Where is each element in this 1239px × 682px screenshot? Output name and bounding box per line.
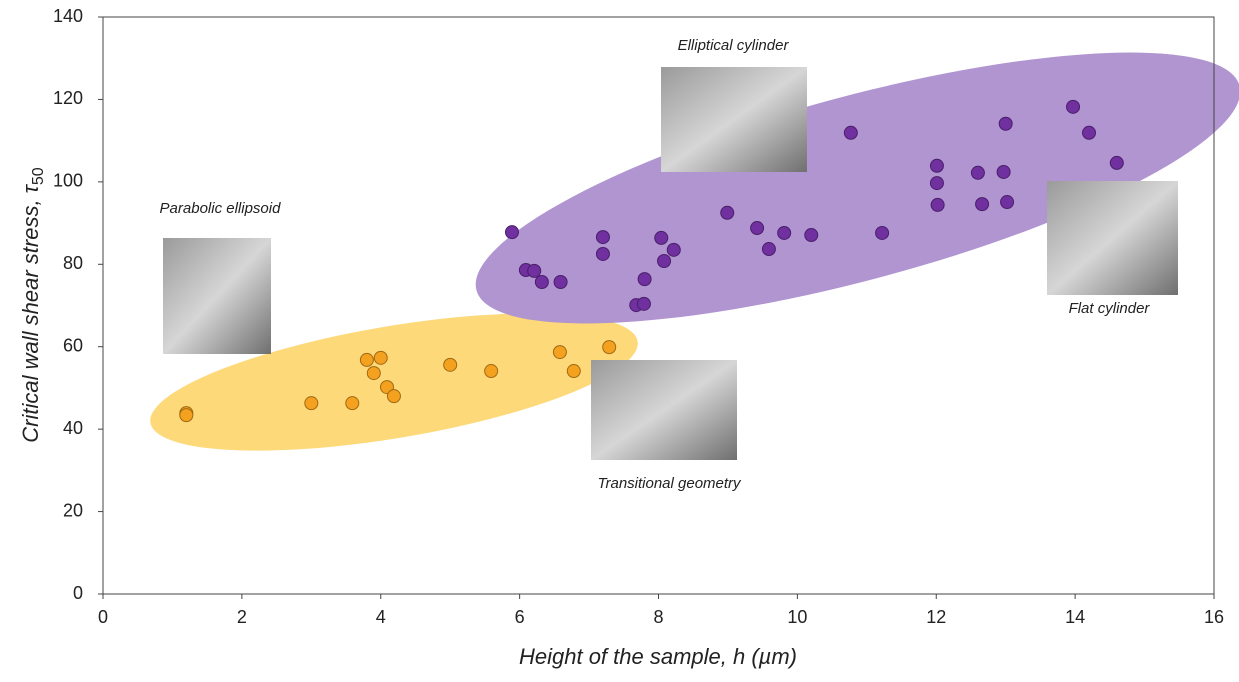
y-axis-title-subscript: 50 bbox=[30, 167, 47, 185]
point bbox=[386, 389, 401, 404]
x-tick-label: 0 bbox=[98, 607, 108, 627]
y-axis-title-text: Critical wall shear stress, τ bbox=[18, 183, 43, 442]
point bbox=[373, 350, 388, 365]
point bbox=[843, 125, 858, 140]
x-tick-label: 16 bbox=[1204, 607, 1224, 627]
point bbox=[637, 272, 652, 287]
point bbox=[595, 246, 610, 261]
point bbox=[304, 396, 319, 411]
point bbox=[1082, 125, 1097, 140]
point bbox=[595, 230, 610, 245]
x-tick-label: 12 bbox=[926, 607, 946, 627]
annotation: Parabolic ellipsoid bbox=[160, 200, 282, 217]
y-tick-label: 120 bbox=[53, 88, 83, 108]
point bbox=[654, 230, 669, 245]
point bbox=[970, 165, 985, 180]
point bbox=[534, 275, 549, 290]
sample-image bbox=[163, 238, 271, 354]
point bbox=[657, 253, 672, 268]
y-tick-label: 60 bbox=[63, 335, 83, 355]
sample-image bbox=[591, 360, 737, 460]
point bbox=[1066, 99, 1081, 114]
point bbox=[1000, 195, 1015, 210]
y-tick-label: 0 bbox=[73, 583, 83, 603]
point bbox=[527, 263, 542, 278]
x-axis-title: Height of the sample, h (µm) bbox=[519, 644, 797, 669]
point bbox=[929, 176, 944, 191]
y-tick-label: 40 bbox=[63, 418, 83, 438]
point bbox=[1109, 155, 1124, 170]
annotation: Flat cylinder bbox=[1069, 300, 1151, 317]
point bbox=[929, 158, 944, 173]
point bbox=[636, 296, 651, 311]
point bbox=[930, 197, 945, 212]
point bbox=[998, 116, 1013, 131]
annotation: Transitional geometry bbox=[597, 475, 742, 492]
point bbox=[179, 408, 194, 423]
point bbox=[366, 366, 381, 381]
y-tick-label: 20 bbox=[63, 500, 83, 520]
point bbox=[602, 340, 617, 355]
point bbox=[777, 225, 792, 240]
point bbox=[996, 164, 1011, 179]
point bbox=[720, 205, 735, 220]
point bbox=[666, 242, 681, 257]
point bbox=[504, 225, 519, 240]
point bbox=[875, 225, 890, 240]
x-tick-label: 2 bbox=[237, 607, 247, 627]
point bbox=[975, 197, 990, 212]
point bbox=[552, 345, 567, 360]
y-axis-title: Critical wall shear stress, τ50 bbox=[18, 167, 47, 443]
y-tick-label: 80 bbox=[63, 253, 83, 273]
x-tick-label: 8 bbox=[653, 607, 663, 627]
y-tick-label: 140 bbox=[53, 6, 83, 26]
point bbox=[804, 228, 819, 243]
x-tick-label: 14 bbox=[1065, 607, 1085, 627]
point bbox=[553, 275, 568, 290]
cluster-region bbox=[150, 313, 638, 451]
point bbox=[750, 221, 765, 236]
x-tick-label: 10 bbox=[787, 607, 807, 627]
point bbox=[359, 352, 374, 367]
point bbox=[484, 364, 499, 379]
sample-image bbox=[661, 67, 807, 172]
point bbox=[566, 364, 581, 379]
x-tick-label: 6 bbox=[515, 607, 525, 627]
x-tick-label: 4 bbox=[376, 607, 386, 627]
sample-image bbox=[1047, 181, 1178, 295]
point bbox=[761, 242, 776, 257]
annotation: Elliptical cylinder bbox=[678, 37, 790, 54]
point bbox=[345, 396, 360, 411]
y-tick-label: 100 bbox=[53, 171, 83, 191]
point bbox=[443, 357, 458, 372]
